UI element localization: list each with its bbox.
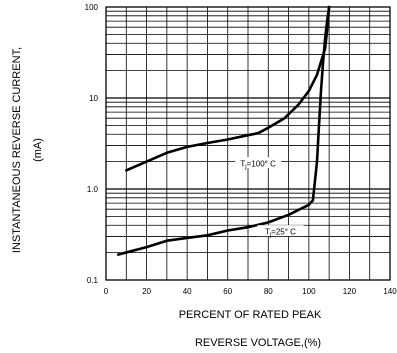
x-tick-label: 60	[223, 287, 232, 296]
x-tick-label: 40	[183, 287, 192, 296]
y-axis-title-line2: (mA)	[32, 138, 44, 162]
x-tick-label: 20	[142, 287, 151, 296]
plot-border	[105, 6, 391, 281]
x-tick-label: 120	[343, 287, 357, 296]
annotation-label-2: Tj=25° C	[265, 228, 296, 239]
series-line-2	[116, 5, 331, 256]
tick-labels: 0 20 40 60 80 100 120 140 0.1 1.0 10 100	[85, 3, 397, 296]
y-axis-title-line1: INSTANTANEOUS REVERSE CURRENT,	[11, 47, 23, 253]
y-tick-label: 10	[89, 94, 98, 103]
plot-frame	[105, 6, 391, 281]
y-tick-label: 0.1	[87, 276, 99, 285]
x-axis-title-line2: REVERSE VOLTAGE,(%)	[195, 337, 321, 349]
x-tick-label: 140	[383, 287, 397, 296]
x-tick-label: 80	[264, 287, 273, 296]
annotation-background	[257, 225, 304, 237]
annotation-background	[235, 157, 282, 169]
annotation-label-1: Tj=100° C	[240, 160, 276, 171]
x-tick-label: 100	[302, 287, 316, 296]
series-layer	[116, 5, 331, 256]
annotations: Tj=100° C Tj=25° C	[235, 157, 304, 239]
y-tick-label: 1.0	[87, 185, 99, 194]
x-axis-title-line1: PERCENT OF RATED PEAK	[179, 309, 322, 321]
y-tick-label: 100	[85, 3, 99, 12]
grid-layer	[106, 7, 390, 280]
x-tick-label: 0	[104, 287, 109, 296]
